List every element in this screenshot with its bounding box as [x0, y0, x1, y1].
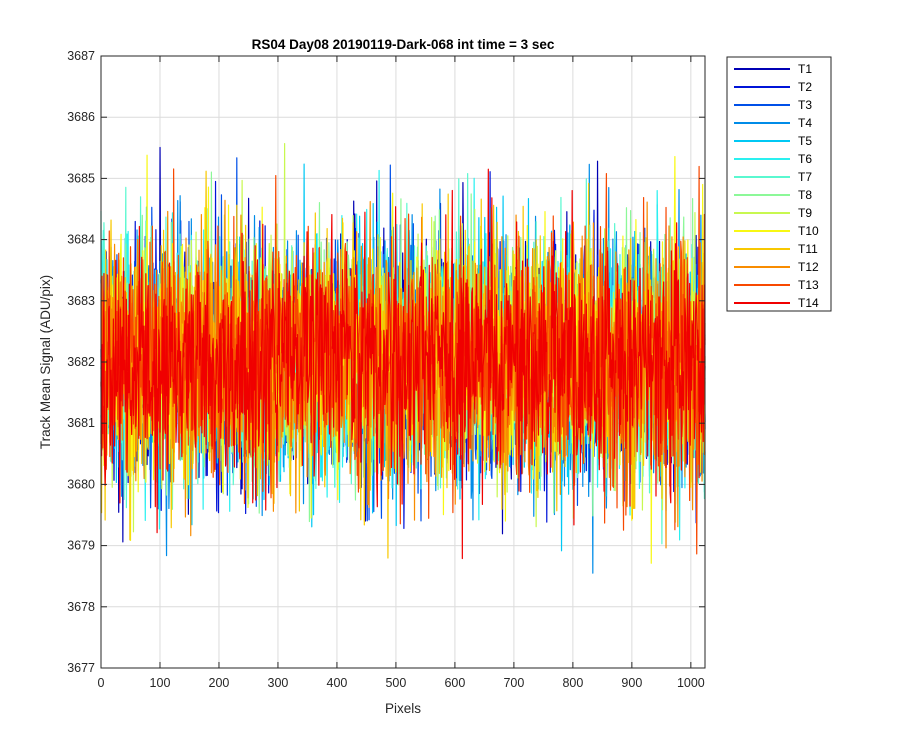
chart-title: RS04 Day08 20190119-Dark-068 int time = …: [252, 37, 555, 52]
legend-label-t9: T9: [798, 206, 812, 220]
series-line-t14: [100, 168, 706, 560]
legend-label-t4: T4: [798, 116, 812, 130]
y-tick-label: 3679: [67, 539, 95, 553]
legend-label-t8: T8: [798, 188, 812, 202]
legend-box: [726, 56, 832, 312]
y-tick-label: 3683: [67, 294, 95, 308]
y-tick-label: 3681: [67, 416, 95, 430]
x-tick-label: 900: [621, 676, 642, 690]
x-tick-label: 500: [385, 676, 406, 690]
x-tick-label: 600: [444, 676, 465, 690]
series-lines: [100, 142, 706, 574]
legend-label-t1: T1: [798, 62, 812, 76]
legend-label-t2: T2: [798, 80, 812, 94]
y-tick-label: 3677: [67, 661, 95, 675]
legend-label-t11: T11: [798, 242, 818, 256]
x-axis-label: Pixels: [385, 701, 421, 716]
x-tick-label: 400: [327, 676, 348, 690]
x-tick-label: 100: [150, 676, 171, 690]
legend-label-t12: T12: [798, 260, 819, 274]
x-tick-label: 0: [98, 676, 105, 690]
axis-ticks: 0 100 200 300 400 500 600 700 800 900 1000 3677 3678…: [67, 49, 705, 690]
legend-label-t7: T7: [798, 170, 812, 184]
x-tick-label: 800: [562, 676, 583, 690]
y-tick-label: 3680: [67, 477, 95, 491]
legend-label-t13: T13: [798, 278, 819, 292]
x-tick-label: 300: [268, 676, 289, 690]
x-tick-label: 700: [503, 676, 524, 690]
y-tick-label: 3684: [67, 233, 95, 247]
y-axis-label: Track Mean Signal (ADU/pix): [38, 275, 53, 449]
y-tick-label: 3685: [67, 171, 95, 185]
legend-label-t3: T3: [798, 98, 812, 112]
legend-label-t6: T6: [798, 152, 812, 166]
y-tick-label: 3686: [67, 110, 95, 124]
legend-label-t14: T14: [798, 296, 819, 310]
legend-label-t5: T5: [798, 134, 812, 148]
legend: T1 T2 T3 T4 T5 T6 T7 T8 T9 T10 T11 T12 T13 T14: [726, 56, 832, 312]
x-tick-label: 1000: [677, 676, 705, 690]
x-tick-label: 200: [209, 676, 230, 690]
legend-label-t10: T10: [798, 224, 819, 238]
y-tick-label: 3678: [67, 600, 95, 614]
y-tick-label: 3687: [67, 49, 95, 63]
y-tick-label: 3682: [67, 355, 95, 369]
